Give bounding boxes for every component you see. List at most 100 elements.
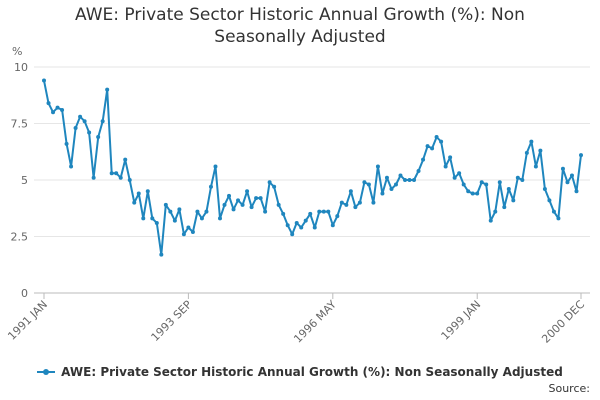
data-point[interactable] [91,175,96,180]
data-point[interactable] [547,198,552,203]
data-point[interactable] [105,87,110,92]
data-point[interactable] [109,171,114,176]
data-point[interactable] [82,119,87,124]
data-point[interactable] [181,232,186,237]
data-point[interactable] [371,200,376,205]
data-point[interactable] [574,189,579,194]
data-point[interactable] [222,202,227,207]
data-point[interactable] [42,78,46,83]
data-point[interactable] [348,189,353,194]
data-point[interactable] [240,202,245,207]
data-point[interactable] [231,207,236,212]
data-point[interactable] [524,150,529,155]
data-point[interactable] [285,223,290,228]
data-point[interactable] [515,175,520,180]
data-point[interactable] [168,209,173,214]
data-point[interactable] [330,223,335,228]
data-point[interactable] [55,105,60,110]
data-point[interactable] [403,178,408,182]
data-point[interactable] [236,198,241,203]
data-point[interactable] [344,202,349,207]
data-point[interactable] [538,148,543,153]
data-point[interactable] [551,209,556,214]
data-point[interactable] [114,171,119,176]
data-point[interactable] [213,164,218,169]
data-point[interactable] [118,175,123,180]
data-point[interactable] [353,205,358,210]
data-point[interactable] [60,107,65,112]
data-point[interactable] [389,187,394,192]
data-point[interactable] [154,220,159,225]
data-point[interactable] [190,229,195,234]
data-point[interactable] [208,184,213,189]
data-point[interactable] [416,168,421,173]
data-point[interactable] [502,205,507,210]
data-point[interactable] [141,216,146,221]
data-point[interactable] [73,126,78,131]
data-point[interactable] [393,182,398,187]
data-point[interactable] [64,141,69,146]
data-point[interactable] [267,180,272,185]
data-point[interactable] [263,209,268,214]
data-point[interactable] [375,164,380,169]
data-point[interactable] [78,114,83,119]
data-point[interactable] [186,225,191,230]
data-point[interactable] [529,139,534,144]
data-point[interactable] [335,214,340,219]
data-point[interactable] [457,171,462,176]
data-point[interactable] [412,178,417,182]
data-point[interactable] [461,182,466,187]
data-point[interactable] [448,155,453,160]
data-point[interactable] [290,232,295,237]
data-point[interactable] [204,209,209,214]
data-point[interactable] [475,191,480,196]
data-point[interactable] [533,164,538,169]
data-point[interactable] [159,252,164,257]
data-point[interactable] [362,180,367,185]
data-point[interactable] [254,196,259,201]
data-point[interactable] [560,166,565,171]
data-point[interactable] [407,178,412,182]
data-point[interactable] [217,216,222,221]
data-point[interactable] [294,220,299,225]
data-point[interactable] [511,198,516,203]
data-point[interactable] [127,178,132,182]
data-point[interactable] [542,187,547,192]
data-point[interactable] [276,202,281,207]
data-point[interactable] [123,157,128,162]
data-point[interactable] [249,205,254,210]
data-point[interactable] [69,164,74,169]
data-point[interactable] [398,173,403,178]
data-point[interactable] [366,182,371,187]
data-point[interactable] [100,119,105,124]
data-point[interactable] [384,175,389,180]
data-point[interactable] [312,225,317,230]
data-point[interactable] [303,218,308,223]
data-point[interactable] [150,216,155,221]
data-point[interactable] [281,211,286,216]
data-point[interactable] [506,187,511,192]
data-point[interactable] [425,144,430,149]
data-point[interactable] [258,196,263,201]
data-point[interactable] [326,209,331,214]
data-point[interactable] [520,178,525,182]
data-point[interactable] [46,101,51,106]
data-point[interactable] [339,200,344,205]
data-point[interactable] [317,209,322,214]
data-point[interactable] [308,211,313,216]
data-point[interactable] [452,175,457,180]
data-point[interactable] [470,191,475,196]
data-point[interactable] [443,164,448,169]
data-point[interactable] [493,209,498,214]
data-point[interactable] [299,225,304,230]
data-point[interactable] [245,189,250,194]
data-point[interactable] [569,173,574,178]
data-point[interactable] [421,157,426,162]
data-point[interactable] [488,218,493,223]
data-point[interactable] [321,209,326,214]
data-point[interactable] [132,200,137,205]
data-point[interactable] [439,139,444,144]
data-point[interactable] [136,191,141,196]
data-point[interactable] [479,180,484,185]
data-point[interactable] [51,110,56,115]
